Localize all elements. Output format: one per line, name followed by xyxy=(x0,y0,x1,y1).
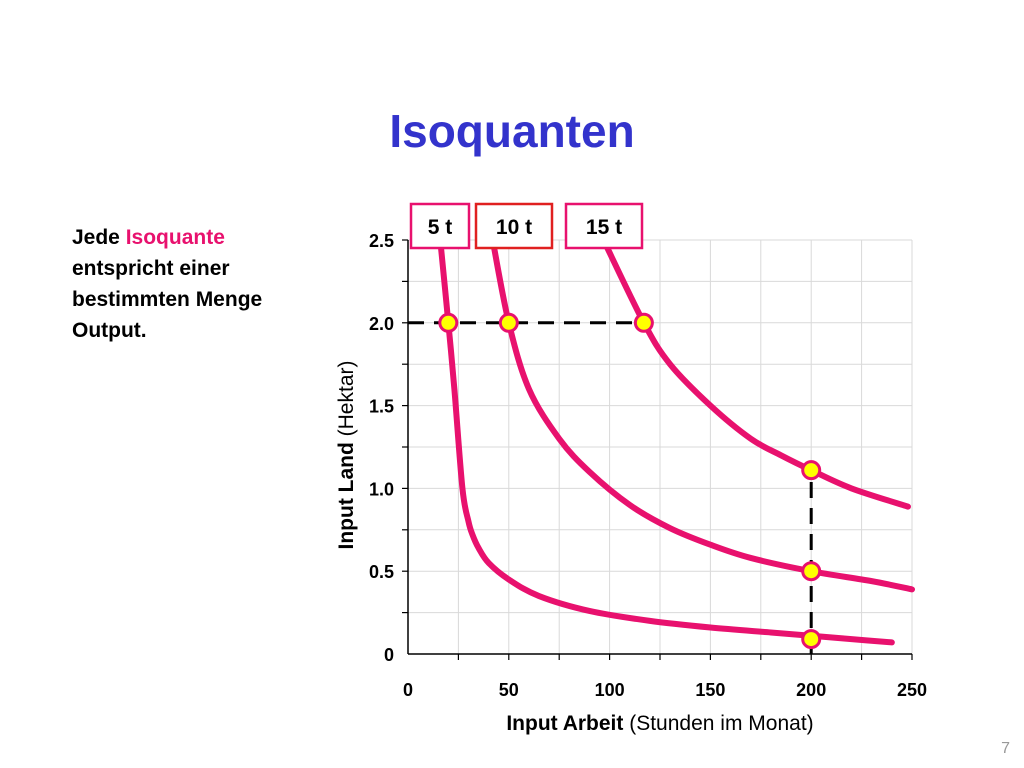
x-tick-label: 100 xyxy=(595,680,625,700)
y-tick-label: 1.5 xyxy=(369,397,394,417)
page-number: 7 xyxy=(1001,740,1010,757)
y-tick-label: 2.5 xyxy=(369,231,394,251)
isoquant-curve-3 xyxy=(600,237,911,510)
series-label: 10 t xyxy=(496,216,532,239)
highlight-point xyxy=(801,561,822,582)
y-tick-label: 1.0 xyxy=(369,479,394,499)
x-axis-title: Input Arbeit (Stunden im Monat) xyxy=(506,712,813,735)
x-tick-label: 50 xyxy=(499,680,519,700)
slide-title: Isoquanten xyxy=(389,105,635,157)
y-axis-title-bold: Input Land xyxy=(335,442,358,549)
explanation-text: Jede Isoquante entspricht einer bestimmt… xyxy=(72,222,322,346)
x-axis-title-rest: (Stunden im Monat) xyxy=(623,712,813,735)
y-axis-title: Input Land (Hektar) xyxy=(335,361,358,550)
y-tick-label: 2.0 xyxy=(369,314,394,334)
y-axis-title-rest: (Hektar) xyxy=(335,361,358,443)
isoquant-curve-2 xyxy=(489,237,915,593)
y-tick-label: 0.5 xyxy=(369,562,394,582)
isoquant-curve-1 xyxy=(437,237,895,646)
explanation-highlight: Isoquante xyxy=(125,226,225,249)
highlight-point xyxy=(801,460,822,481)
explanation-text-start: Jede xyxy=(72,226,126,249)
highlight-point xyxy=(801,629,822,650)
highlight-point xyxy=(633,312,654,333)
series-label: 5 t xyxy=(428,216,453,239)
y-tick-label: 0 xyxy=(384,645,394,665)
series-label-box xyxy=(564,202,644,250)
x-tick-label: 250 xyxy=(897,680,927,700)
series-label-box xyxy=(474,202,554,250)
series-label-box xyxy=(409,202,471,250)
x-tick-label: 150 xyxy=(695,680,725,700)
x-tick-label: 200 xyxy=(796,680,826,700)
explanation-text-end: entspricht einer bestimmten Menge Output… xyxy=(72,257,263,342)
highlight-point xyxy=(498,312,519,333)
x-tick-label: 0 xyxy=(403,680,413,700)
highlight-point xyxy=(438,312,459,333)
x-axis-title-bold: Input Arbeit xyxy=(506,712,623,735)
series-label: 15 t xyxy=(586,216,622,239)
